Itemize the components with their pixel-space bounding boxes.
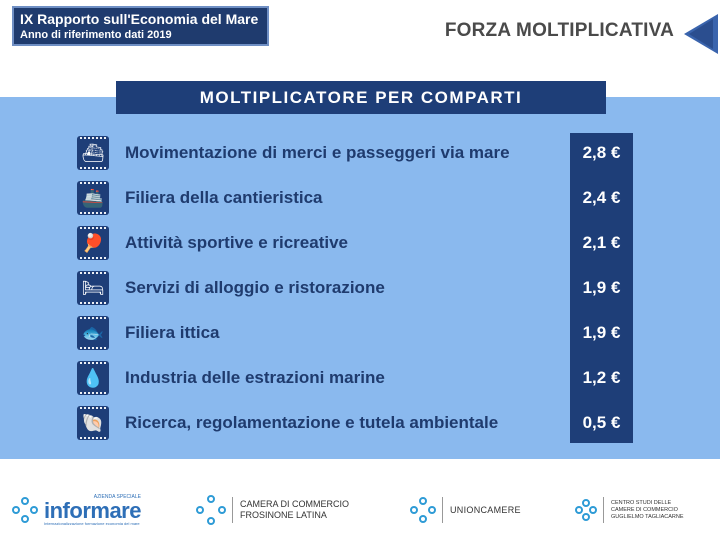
- sector-label: Filiera della cantieristica: [125, 188, 323, 207]
- sector-label: Movimentazione di merci e passeggeri via…: [125, 143, 510, 162]
- multiplier-value: 2,8 €: [570, 133, 633, 173]
- tagliacarne-line-1: CENTRO STUDI DELLE: [611, 499, 672, 506]
- list-item: 💧 Industria delle estrazioni marine 1,2 …: [77, 358, 633, 398]
- list-item: 🏓 Attività sportive e ricreative 2,1 €: [77, 223, 633, 263]
- divider: [442, 497, 443, 523]
- multiplier-value: 1,9 €: [570, 268, 633, 308]
- sector-label: Industria delle estrazioni marine: [125, 368, 385, 387]
- multiplier-value: 1,2 €: [570, 358, 633, 398]
- informare-logo: AZIENDA SPECIALE informare Internazional…: [12, 490, 141, 530]
- report-subtitle: Anno di riferimento dati 2019: [20, 29, 172, 41]
- panel-title: MOLTIPLICATORE PER COMPARTI: [116, 81, 606, 114]
- tagliacarne-mark-icon: [575, 499, 597, 521]
- fish-icon: 🐟: [77, 316, 109, 350]
- unioncamere-text: UNIONCAMERE: [450, 505, 521, 515]
- camera-commercio-logo: CAMERA DI COMMERCIO FROSINONE LATINA: [196, 490, 349, 530]
- informare-top: AZIENDA SPECIALE: [93, 493, 141, 500]
- tagliacarne-line-3: GUGLIELMO TAGLIACARNE: [611, 513, 684, 520]
- divider: [603, 497, 604, 523]
- multiplier-value: 1,9 €: [570, 313, 633, 353]
- camera-mark-icon: [196, 495, 226, 525]
- research-shell-icon: 🐚: [77, 406, 109, 440]
- divider: [232, 497, 233, 523]
- bed-icon: 🛏: [77, 271, 109, 305]
- informare-name: informare: [44, 497, 141, 523]
- cargo-ship-icon: ⛴: [77, 136, 109, 170]
- camera-line-1: CAMERA DI COMMERCIO: [240, 499, 350, 509]
- sector-label: Filiera ittica: [125, 323, 220, 342]
- list-item: 🚢 Filiera della cantieristica 2,4 €: [77, 178, 633, 218]
- sector-label: Ricerca, regolamentazione e tutela ambie…: [125, 413, 499, 432]
- shipyard-icon: 🚢: [77, 181, 109, 215]
- informare-mark-icon: [12, 497, 38, 523]
- informare-tagline: Internazionalizzazione formazione econom…: [44, 520, 140, 526]
- camera-line-2: FROSINONE LATINA: [240, 510, 327, 520]
- list-item: 🛏 Servizi di alloggio e ristorazione 1,9…: [77, 268, 633, 308]
- multiplier-value: 2,1 €: [570, 223, 633, 263]
- unioncamere-logo: UNIONCAMERE: [410, 490, 521, 530]
- list-item: 🐟 Filiera ittica 1,9 €: [77, 313, 633, 353]
- page-title: FORZA MOLTIPLICATIVA: [444, 20, 674, 41]
- unioncamere-mark-icon: [410, 497, 436, 523]
- tagliacarne-logo: CENTRO STUDI DELLE CAMERE DI COMMERCIO G…: [575, 490, 684, 530]
- multiplier-value: 0,5 €: [570, 403, 633, 443]
- list-item: 🐚 Ricerca, regolamentazione e tutela amb…: [77, 403, 633, 443]
- sport-recreation-icon: 🏓: [77, 226, 109, 260]
- oil-drop-icon: 💧: [77, 361, 109, 395]
- footer-logos: AZIENDA SPECIALE informare Internazional…: [0, 470, 720, 540]
- report-title-box: IX Rapporto sull'Economia del Mare Anno …: [12, 6, 269, 46]
- back-arrow-icon[interactable]: [684, 14, 718, 54]
- sector-label: Servizi di alloggio e ristorazione: [125, 278, 385, 297]
- report-title: IX Rapporto sull'Economia del Mare: [20, 11, 259, 27]
- multiplier-value: 2,4 €: [570, 178, 633, 218]
- list-item: ⛴ Movimentazione di merci e passeggeri v…: [77, 133, 633, 173]
- tagliacarne-line-2: CAMERE DI COMMERCIO: [611, 506, 678, 513]
- sector-label: Attività sportive e ricreative: [125, 233, 348, 252]
